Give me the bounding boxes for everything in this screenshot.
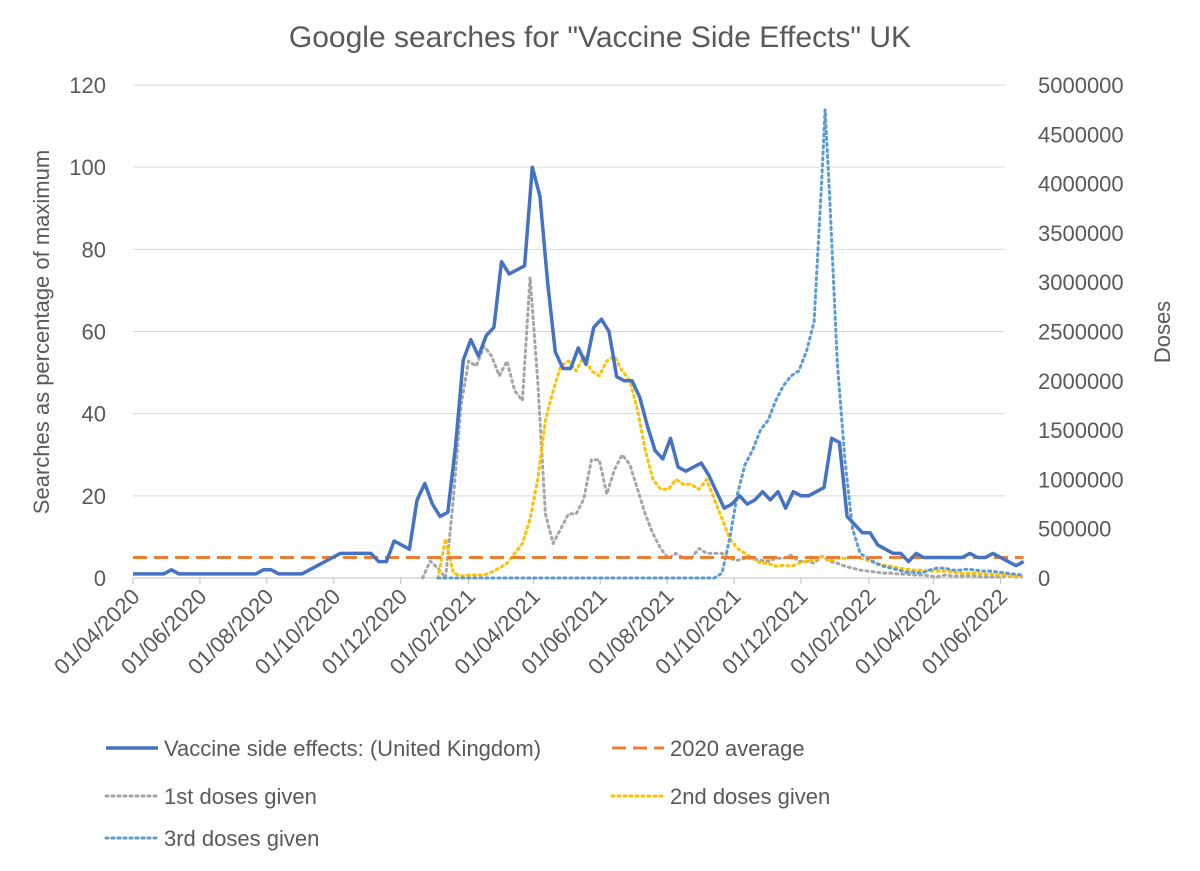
series-line-1st-doses-given [421, 275, 1023, 580]
y-tick-label: 0 [94, 566, 106, 591]
y2-axis-title: Doses [1150, 301, 1175, 363]
series-line-vaccine-side-effects-united-kingdom [133, 165, 1025, 576]
y-axis-title: Searches as percentage of maximum [29, 150, 54, 514]
y2-tick-label: 2000000 [1038, 369, 1124, 394]
legend-label-3rd-doses-given: 3rd doses given [164, 826, 319, 851]
legend-label-2020-average: 2020 average [670, 736, 805, 761]
legend-label-1st-doses-given: 1st doses given [164, 784, 317, 809]
y-tick-label: 80 [82, 237, 106, 262]
legend: Vaccine side effects: (United Kingdom) 20… [104, 736, 830, 851]
series-lines [133, 108, 1025, 580]
y2-tick-label: 500000 [1038, 517, 1111, 542]
y-tick-label: 60 [82, 320, 106, 345]
y2-tick-label: 5000000 [1038, 73, 1124, 98]
y-tick-label: 20 [82, 484, 106, 509]
series-line-3rd-doses-given [436, 108, 1023, 580]
y2-tick-label: 4000000 [1038, 172, 1124, 197]
y2-tick-label: 0 [1038, 566, 1050, 591]
y2-tick-label: 2500000 [1038, 320, 1124, 345]
gridlines [133, 84, 1005, 497]
legend-label-2nd-doses-given: 2nd doses given [670, 784, 830, 809]
legend-label-vaccine-side-effects-united-kingdom: Vaccine side effects: (United Kingdom) [164, 736, 541, 761]
chart-title: Google searches for "Vaccine Side Effect… [289, 21, 911, 54]
y2-tick-label: 1000000 [1038, 467, 1124, 492]
y2-tick-label: 1500000 [1038, 418, 1124, 443]
y-tick-label: 100 [69, 155, 106, 180]
y2-tick-label: 3000000 [1038, 270, 1124, 295]
y2-tick-label: 4500000 [1038, 122, 1124, 147]
y2-tick-label: 3500000 [1038, 221, 1124, 246]
y-tick-label: 120 [69, 73, 106, 98]
y-tick-label: 40 [82, 402, 106, 427]
